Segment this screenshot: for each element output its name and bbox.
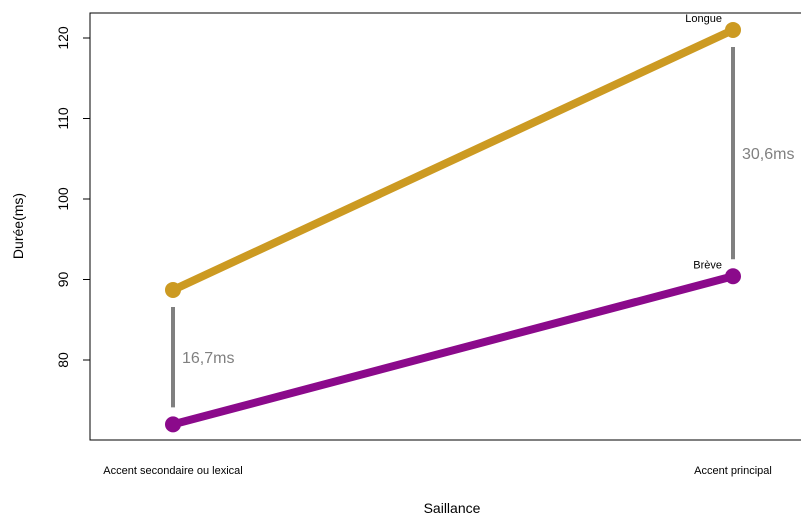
x-category-label: Accent secondaire ou lexical bbox=[103, 465, 242, 477]
series-label: Brève bbox=[693, 259, 722, 271]
series-layer: Longue Brève bbox=[165, 13, 741, 433]
y-axis: 80 90 100 110 120 bbox=[55, 26, 90, 368]
series-point bbox=[725, 21, 741, 38]
y-tick-label: 120 bbox=[55, 26, 71, 50]
series-label: Longue bbox=[685, 13, 722, 25]
difference-label: 16,7ms bbox=[182, 350, 234, 367]
y-tick-label: 80 bbox=[55, 352, 71, 368]
series-point bbox=[165, 281, 181, 298]
series-point bbox=[165, 416, 181, 433]
x-category-label: Accent principal bbox=[694, 465, 772, 477]
plot-frame bbox=[89, 12, 801, 441]
x-axis-title: Saillance bbox=[424, 500, 481, 516]
series-line-0 bbox=[169, 25, 737, 294]
series-line-1 bbox=[169, 272, 737, 429]
y-tick-label: 110 bbox=[55, 107, 71, 130]
x-axis: Accent secondaire ou lexical Accent princ… bbox=[103, 465, 772, 477]
y-tick-label: 90 bbox=[55, 272, 71, 288]
difference-label: 30,6ms bbox=[742, 146, 794, 163]
difference-annotations: 16,7ms 30,6ms bbox=[171, 46, 794, 408]
y-axis-title: Durée(ms) bbox=[10, 193, 26, 259]
series-point bbox=[725, 268, 741, 285]
plot-border bbox=[89, 12, 801, 441]
y-tick-label: 100 bbox=[55, 187, 71, 211]
